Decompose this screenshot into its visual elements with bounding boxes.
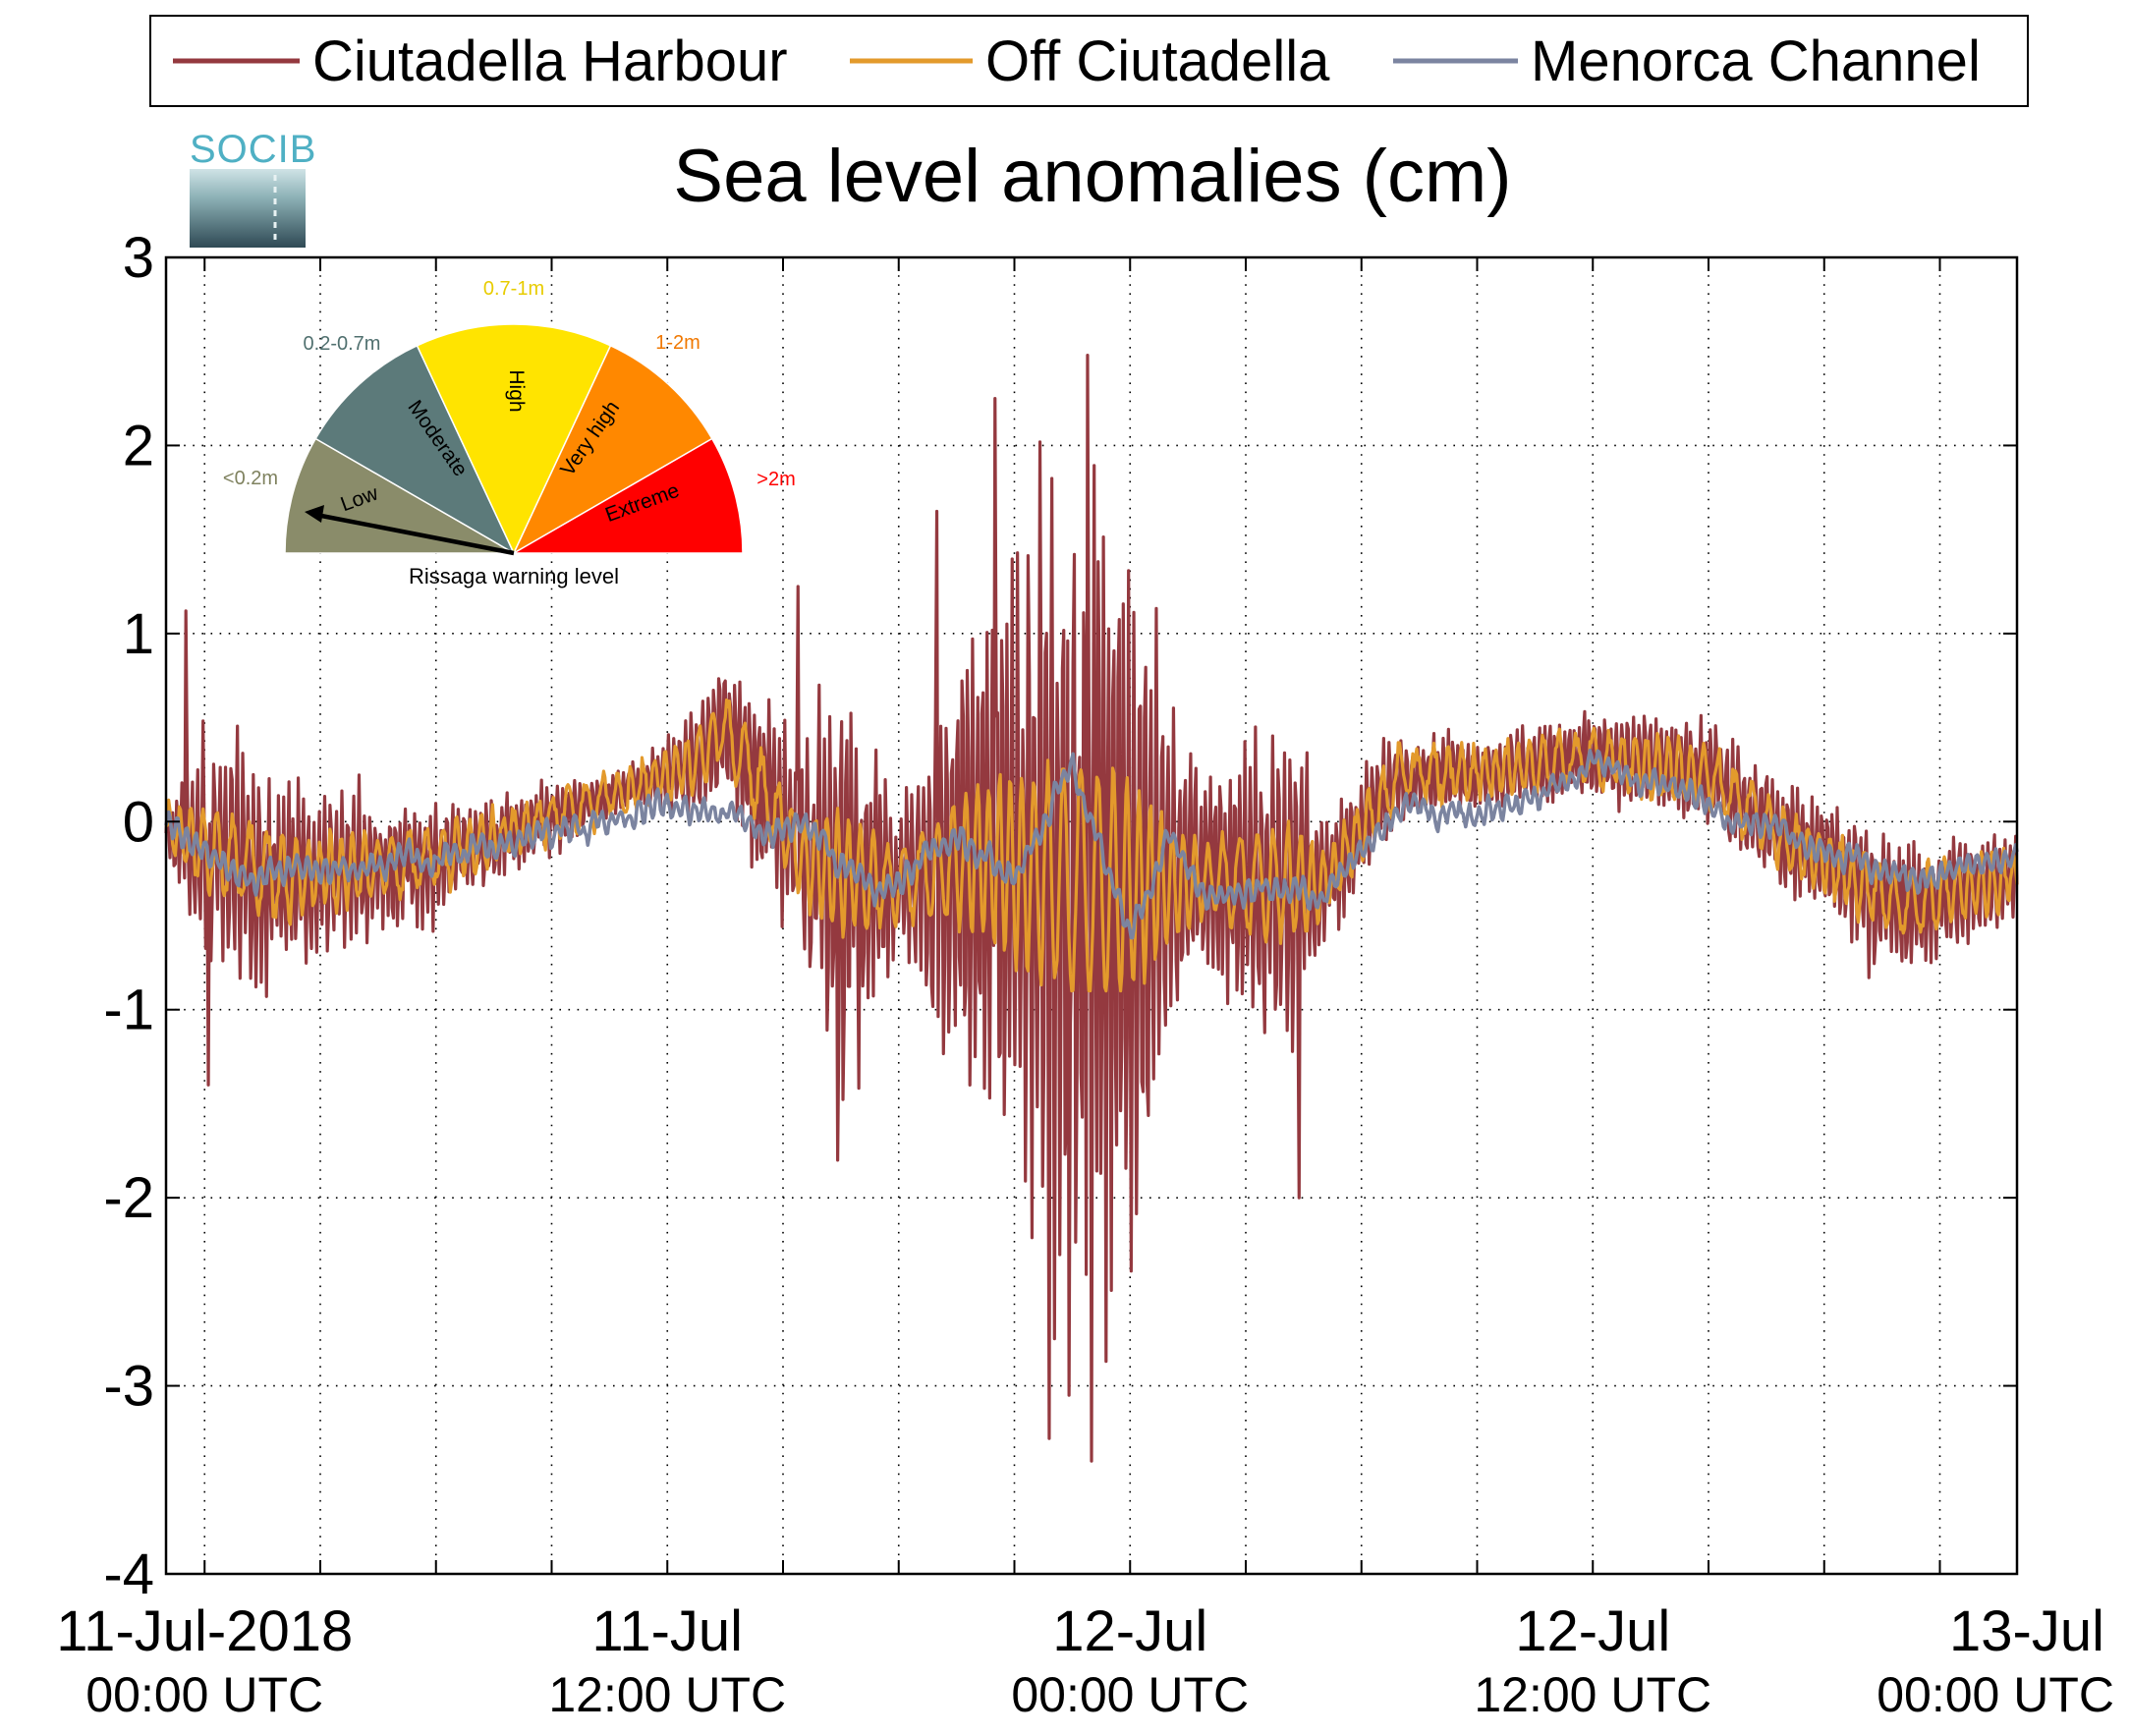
x-tick-label-time: 12:00 UTC (548, 1667, 786, 1722)
x-tick-label-date: 11-Jul-2018 (56, 1599, 353, 1663)
legend-label-menorca-channel: Menorca Channel (1531, 29, 1981, 93)
gauge-range-label: >2m (756, 469, 795, 490)
y-tick-label: 3 (123, 226, 154, 290)
legend-label-off-ciutadella: Off Ciutadella (985, 29, 1330, 93)
gauge-range-label: 1-2m (655, 332, 700, 354)
x-tick-label-time: 00:00 UTC (85, 1667, 323, 1722)
socib-logo: SOCIB (190, 128, 316, 248)
gauge-segment-extreme (511, 437, 744, 554)
series-line-menorca-channel (164, 749, 2019, 940)
plot-frame (164, 255, 2019, 1576)
y-tick-label: 2 (123, 414, 154, 477)
x-tick-label-time: 00:00 UTC (1011, 1667, 1249, 1722)
series-lines (164, 353, 2019, 1463)
x-tick-label-date: 12-Jul (1052, 1599, 1207, 1663)
gauge-segment-moderate (314, 344, 516, 555)
gauge-segment-very-high (512, 344, 713, 555)
series-line-off-ciutadella (164, 698, 2019, 993)
legend-label-ciutadella-harbour: Ciutadella Harbour (312, 29, 788, 93)
y-tick-label: -1 (103, 979, 154, 1042)
legend: Ciutadella Harbour Off Ciutadella Menorc… (149, 15, 2029, 107)
gauge-caption: Rissaga warning level (409, 564, 619, 588)
y-tick-label: 0 (123, 790, 154, 854)
x-tick-label-date: 11-Jul (591, 1599, 743, 1663)
gauge-range-label: 0.2-0.7m (304, 333, 381, 355)
socib-logo-mark (190, 169, 306, 248)
x-tick-label-date: 12-Jul (1515, 1599, 1670, 1663)
y-tick-label: -4 (103, 1542, 154, 1606)
gauge-range-label: 0.7-1m (483, 278, 544, 300)
x-tick-label-time: 00:00 UTC (1877, 1667, 2114, 1722)
gauge-segment-low (284, 437, 517, 554)
chart-title: Sea level anomalies (cm) (673, 135, 1511, 218)
y-tick-label: -2 (103, 1166, 154, 1230)
gauge-segment-high (416, 323, 612, 555)
gauge-needle (315, 512, 515, 556)
socib-logo-text: SOCIB (190, 128, 316, 171)
x-tick-label-date: 13-Jul (1949, 1599, 2104, 1663)
x-tick-label-time: 12:00 UTC (1474, 1667, 1711, 1722)
legend-box (149, 15, 2029, 107)
gauge-needle-arrowhead (305, 505, 324, 523)
gauge-label: High (505, 369, 528, 412)
y-tick-label: -3 (103, 1355, 154, 1419)
y-tick-label: 1 (123, 602, 154, 666)
gauge-range-label: <0.2m (223, 468, 278, 489)
